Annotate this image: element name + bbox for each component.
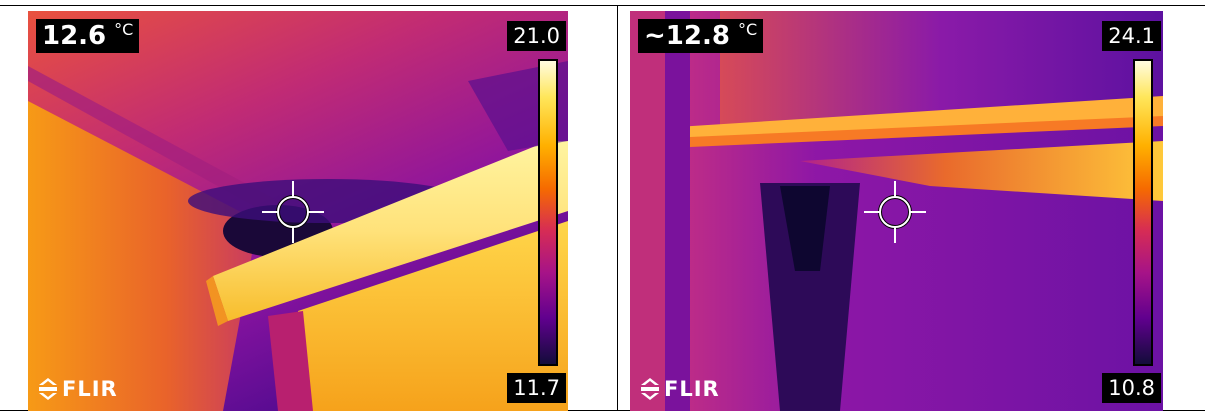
temperature-unit: °C xyxy=(114,20,134,39)
temperature-unit: °C xyxy=(737,20,758,39)
flir-logo-text: FLIR xyxy=(62,377,118,401)
crosshair-icon xyxy=(262,181,324,243)
spot-temperature-readout: ~12.8 °C xyxy=(638,19,764,53)
flir-logo: FLIR xyxy=(38,377,118,401)
scale-max-label: 24.1 xyxy=(1102,21,1161,51)
flir-logo-text: FLIR xyxy=(664,377,720,401)
crosshair-icon xyxy=(864,181,926,243)
thermal-image-right: ~12.8 °C 24.1 10.8 FLIR xyxy=(630,11,1163,411)
spot-temperature-value: ~12.8 xyxy=(644,21,730,51)
thermal-image-left: 12.6 °C 21.0 11.7 FLIR xyxy=(28,11,568,411)
spot-temperature-value: 12.6 xyxy=(42,21,107,51)
thermal-scene-right xyxy=(630,11,1163,411)
flir-logo-icon xyxy=(641,378,659,400)
flir-logo-icon xyxy=(39,378,57,400)
table-border-bottom xyxy=(0,410,1205,411)
table-border-top xyxy=(0,5,1205,6)
table-divider xyxy=(617,5,618,411)
flir-logo: FLIR xyxy=(640,377,720,401)
color-scale-bar xyxy=(538,59,558,366)
scale-min-label: 11.7 xyxy=(507,373,566,403)
thermal-scene-left xyxy=(28,11,568,411)
spot-temperature-readout: 12.6 °C xyxy=(36,19,140,53)
scale-min-label: 10.8 xyxy=(1102,373,1161,403)
scale-max-label: 21.0 xyxy=(507,21,566,51)
color-scale-bar xyxy=(1133,59,1153,366)
